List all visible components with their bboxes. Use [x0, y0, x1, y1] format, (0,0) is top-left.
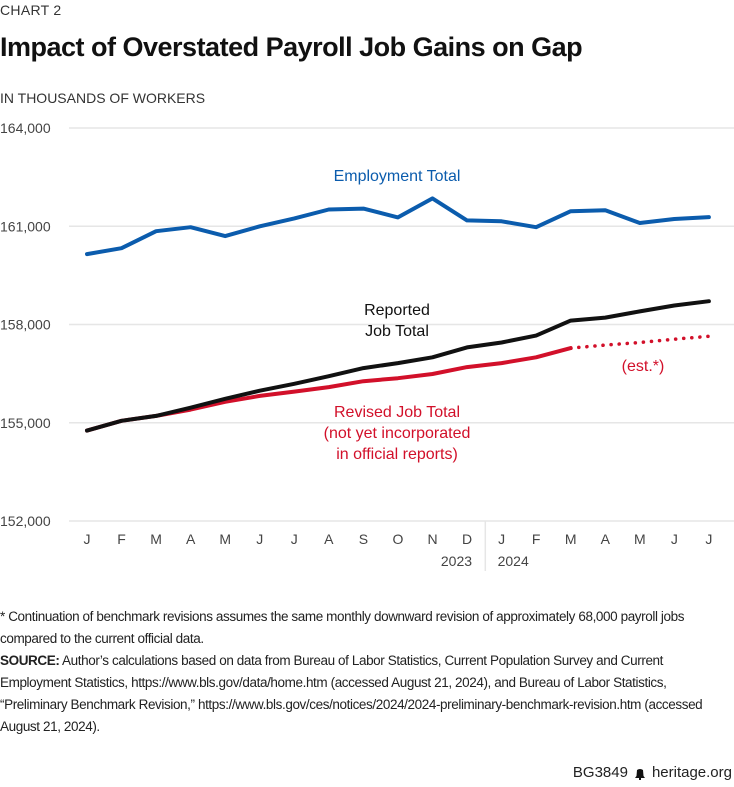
- y-tick-label: 155,000: [0, 415, 51, 431]
- x-tick-label: M: [150, 531, 162, 547]
- report-code: BG3849: [572, 764, 628, 781]
- x-tick-label: J: [256, 531, 263, 547]
- label-line: Employment Total: [334, 168, 461, 185]
- footnote: * Continuation of benchmark revisions as…: [0, 606, 734, 738]
- y-tick-label: 158,000: [0, 317, 51, 333]
- label-line: (not yet incorporated: [324, 425, 471, 442]
- x-tick-label: A: [186, 531, 196, 547]
- x-tick-label: N: [427, 531, 437, 547]
- employment-total-label: Employment Total: [334, 168, 461, 185]
- site-link[interactable]: heritage.org: [651, 764, 732, 781]
- label-line: (est.*): [622, 358, 665, 375]
- y-tick-label: 161,000: [0, 218, 51, 234]
- label-line: Reported: [364, 302, 430, 319]
- x-tick-label: A: [601, 531, 611, 547]
- source-text: Author’s calculations based on data from…: [0, 653, 703, 734]
- x-tick-label: S: [359, 531, 368, 547]
- y-axis-ticks: 164,000 161,000 158,000 155,000 152,000: [0, 120, 51, 529]
- x-tick-label: J: [84, 531, 91, 547]
- chart-title: Impact of Overstated Payroll Job Gains o…: [0, 32, 583, 62]
- employment-total-line: [85, 196, 711, 257]
- series-labels: Employment Total Reported Job Total Revised…: [324, 168, 665, 463]
- x-tick-label: M: [634, 531, 646, 547]
- revised-job-total-line: [85, 346, 573, 433]
- y-tick-label: 164,000: [0, 120, 51, 136]
- x-tick-label: J: [291, 531, 298, 547]
- x-tick-label: F: [117, 531, 126, 547]
- chart-kicker: CHART 2: [0, 2, 62, 18]
- x-axis-ticks: J F M A M J J A S O N D J F M A M J J 2023 2024: [84, 521, 712, 571]
- estimate-label: (est.*): [622, 358, 665, 375]
- x-tick-label: O: [393, 531, 404, 547]
- year-label-2024: 2024: [498, 553, 529, 569]
- x-tick-label: M: [219, 531, 231, 547]
- revised-estimate-line: [568, 334, 711, 350]
- x-tick-label: F: [532, 531, 541, 547]
- reported-job-total-line: [85, 299, 711, 433]
- line-chart: 164,000 161,000 158,000 155,000 152,000 J F M A…: [0, 120, 734, 571]
- brand-footer: BG3849 heritage.org: [573, 764, 732, 781]
- liberty-bell-icon: [634, 767, 646, 780]
- x-tick-label: D: [462, 531, 472, 547]
- x-tick-label: J: [705, 531, 712, 547]
- gridlines: [69, 127, 734, 522]
- x-tick-label: J: [671, 531, 678, 547]
- source-label: SOURCE:: [0, 653, 60, 668]
- series-lines: [85, 196, 711, 433]
- x-tick-label: M: [565, 531, 577, 547]
- year-label-2023: 2023: [441, 553, 472, 569]
- footnote-source: SOURCE: Author’s calculations based on d…: [0, 650, 734, 738]
- y-tick-label: 152,000: [0, 513, 51, 529]
- label-line: in official reports): [336, 446, 458, 463]
- units-label: IN THOUSANDS OF WORKERS: [0, 90, 206, 106]
- reported-job-total-label: Reported Job Total: [364, 302, 430, 340]
- label-line: Revised Job Total: [334, 404, 460, 421]
- footnote-note: * Continuation of benchmark revisions as…: [0, 609, 685, 646]
- revised-job-total-label: Revised Job Total (not yet incorporated in…: [324, 404, 471, 463]
- x-tick-label: J: [498, 531, 505, 547]
- label-line: Job Total: [365, 323, 429, 340]
- x-tick-label: A: [324, 531, 334, 547]
